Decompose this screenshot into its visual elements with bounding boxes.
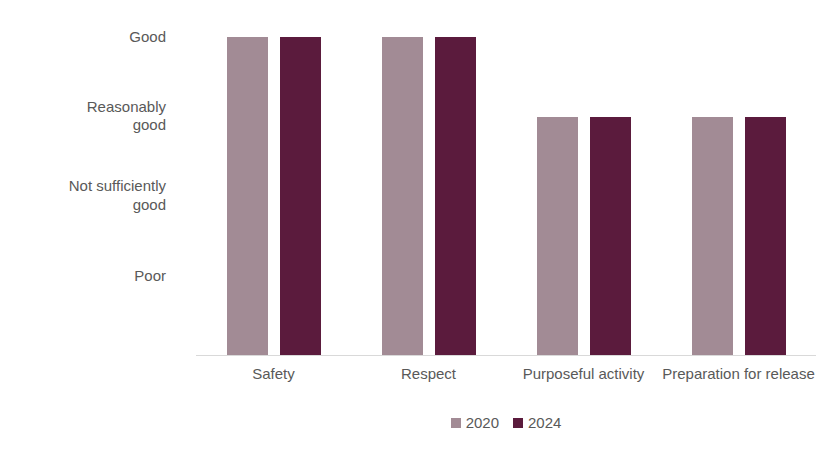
bar-2024-purposeful-activity xyxy=(590,117,631,356)
x-axis-label-safety: Safety xyxy=(196,364,351,384)
bar-2020-respect xyxy=(382,37,423,355)
y-axis-label-not-sufficiently-good: Not sufficiently good xyxy=(66,177,166,215)
bar-2024-preparation-for-release xyxy=(745,117,786,356)
y-axis-label-reasonably-good: Reasonably good xyxy=(66,98,166,136)
bar-chart: Good Reasonably good Not sufficiently good… xyxy=(0,0,838,455)
y-axis-label-good: Good xyxy=(66,28,166,47)
x-axis-label-preparation-for-release: Preparation for release xyxy=(661,364,816,384)
legend-label-2020: 2020 xyxy=(466,414,499,431)
x-axis-label-respect: Respect xyxy=(351,364,506,384)
legend: 2020 2024 xyxy=(196,414,816,431)
bar-2020-preparation-for-release xyxy=(692,117,733,356)
legend-item-2020: 2020 xyxy=(451,414,499,431)
legend-swatch-2024 xyxy=(513,418,523,428)
bar-2020-purposeful-activity xyxy=(537,117,578,356)
legend-swatch-2020 xyxy=(451,418,461,428)
legend-label-2024: 2024 xyxy=(528,414,561,431)
x-axis-line xyxy=(196,355,816,356)
bar-2020-safety xyxy=(227,37,268,355)
y-axis-label-poor: Poor xyxy=(66,266,166,285)
bar-2024-safety xyxy=(280,37,321,355)
x-axis-label-purposeful-activity: Purposeful activity xyxy=(506,364,661,384)
legend-item-2024: 2024 xyxy=(513,414,561,431)
bar-2024-respect xyxy=(435,37,476,355)
